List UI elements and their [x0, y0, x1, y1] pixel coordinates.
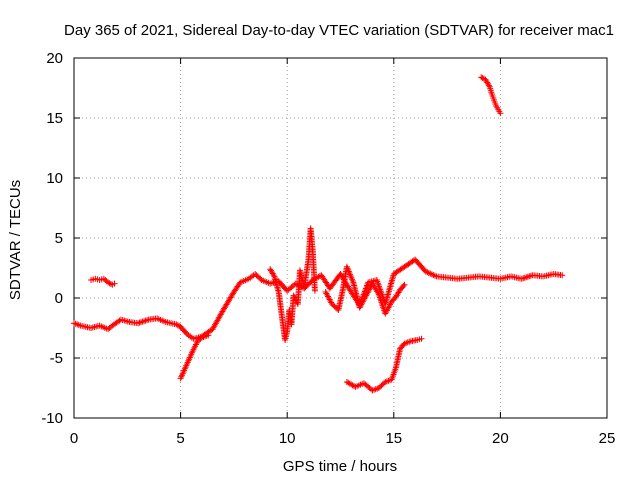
data-point	[111, 280, 118, 287]
y-axis: -10 -5 0 5 10 15 20	[41, 50, 607, 427]
data-point	[311, 287, 318, 294]
data-points	[71, 74, 566, 394]
chart-title: Day 365 of 2021, Sidereal Day-to-day VTE…	[64, 22, 614, 39]
trace-marker	[142, 317, 149, 324]
trace-marker	[400, 283, 407, 289]
x-tick-label: 15	[385, 430, 402, 447]
grid	[74, 58, 607, 418]
x-axis-label: GPS time / hours	[283, 458, 397, 475]
x-tick-label: 0	[70, 430, 78, 447]
data-point	[418, 335, 425, 342]
x-tick-label: 5	[176, 430, 184, 447]
trace-marker	[524, 273, 531, 280]
y-tick-label: 15	[46, 110, 63, 127]
x-axis: 0 5 10 15 20 25	[70, 58, 616, 447]
data-point	[205, 332, 212, 339]
trace-marker	[136, 319, 143, 326]
trace-marker	[141, 318, 148, 325]
y-axis-label: SDTVAR / TECUs	[7, 180, 24, 300]
y-tick-label: 10	[46, 170, 63, 187]
plot-frame	[73, 57, 608, 419]
trace-marker	[520, 275, 527, 282]
y-tick-label: -10	[41, 410, 63, 427]
trace-marker	[485, 82, 492, 89]
x-tick-label: 10	[279, 430, 296, 447]
trace-marker	[526, 273, 533, 280]
data-point	[497, 110, 504, 117]
data-point	[401, 281, 408, 288]
trace-marker	[138, 319, 145, 326]
x-tick-label: 25	[599, 430, 616, 447]
trace-marker	[144, 317, 151, 324]
trace-marker	[521, 274, 528, 281]
y-tick-label: -5	[50, 350, 63, 367]
trace-marker	[139, 318, 146, 325]
y-tick-label: 0	[55, 290, 63, 307]
data-point	[559, 272, 566, 279]
trace-marker	[270, 271, 277, 278]
trace-marker	[197, 335, 204, 342]
x-tick-label: 20	[492, 430, 509, 447]
trace-marker	[523, 274, 530, 281]
y-tick-label: 5	[55, 230, 63, 247]
y-tick-label: 20	[46, 50, 63, 67]
